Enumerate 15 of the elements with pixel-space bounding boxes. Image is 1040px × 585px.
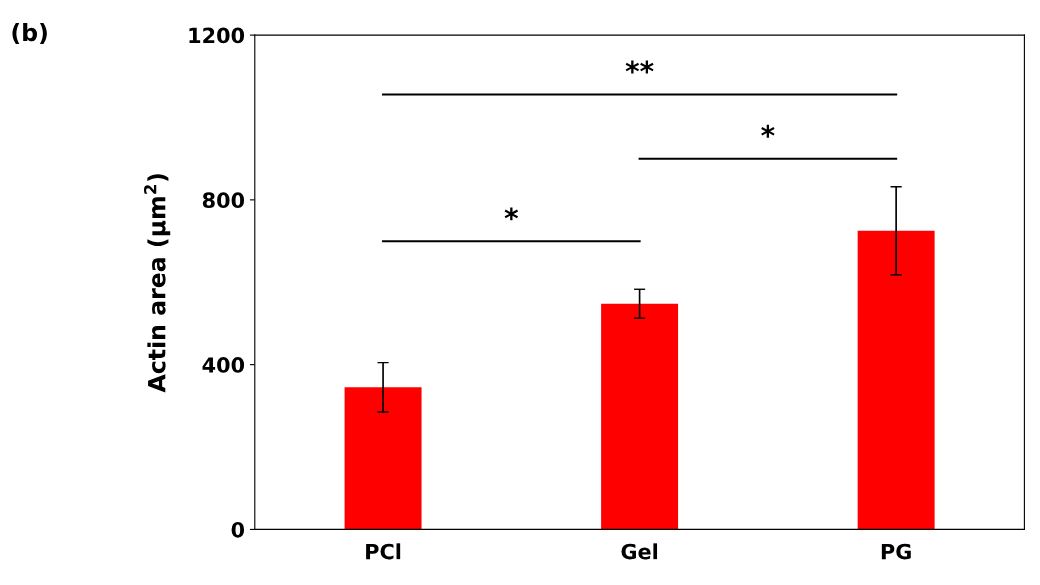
y-tick-label: 1200 bbox=[189, 27, 245, 44]
y-axis-title: Actin area (μm$^{2}$) bbox=[143, 174, 171, 393]
x-tick-label: PCl bbox=[366, 543, 401, 560]
y-tick-label: 400 bbox=[202, 357, 245, 373]
x-tick-label: Gel bbox=[621, 543, 658, 560]
y-tick-label: 0 bbox=[231, 521, 245, 538]
annotation: * bbox=[761, 124, 775, 138]
y-tick-label: 800 bbox=[202, 192, 245, 209]
annotation: * bbox=[504, 207, 519, 221]
annotation: ** bbox=[625, 60, 654, 74]
text: (b) bbox=[12, 23, 47, 45]
bar bbox=[857, 230, 935, 530]
bar bbox=[344, 387, 422, 530]
x-tick-label: PG bbox=[881, 543, 911, 560]
bar bbox=[601, 303, 679, 530]
